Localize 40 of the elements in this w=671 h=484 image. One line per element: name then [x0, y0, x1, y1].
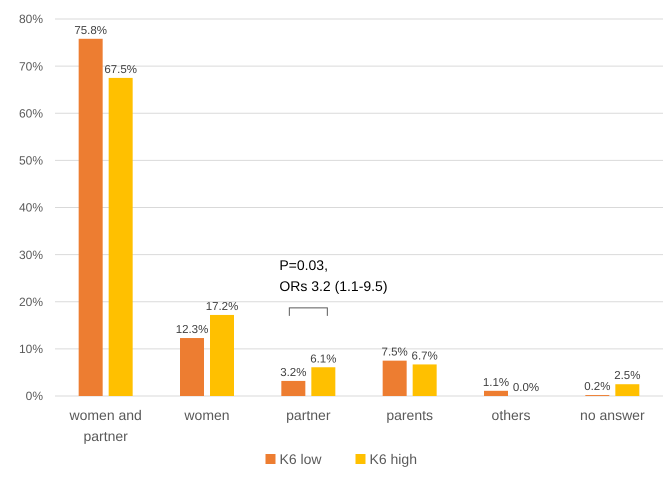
- bar: [615, 384, 640, 396]
- x-tick-label: women and partner: [68, 407, 142, 444]
- x-tick-label: women: [183, 407, 230, 423]
- bar: [78, 38, 103, 396]
- text: 2.5%: [614, 370, 640, 382]
- bar: [108, 78, 133, 396]
- bar: [484, 390, 508, 396]
- legend-label: K6 low: [280, 451, 322, 467]
- y-tick-label: 80%: [18, 12, 44, 26]
- text: 0.0%: [512, 382, 540, 394]
- text: 17.2%: [206, 300, 238, 313]
- bar: [382, 360, 407, 396]
- text: 6.1%: [310, 353, 336, 366]
- bar: [311, 367, 336, 396]
- x-tick-label: partner: [286, 407, 331, 423]
- y-tick-label: 20%: [18, 294, 44, 309]
- text: 6.7%: [412, 350, 438, 362]
- y-tick-label: 10%: [18, 342, 44, 356]
- x-tick-label: others: [492, 407, 530, 423]
- legend-label: K6 high: [370, 451, 417, 467]
- bar: [281, 380, 306, 396]
- bar: [210, 314, 234, 396]
- bar: [412, 364, 437, 396]
- text: 67.5%: [104, 64, 137, 76]
- y-tick-label: 40%: [18, 200, 44, 215]
- text: 7.5%: [382, 346, 408, 359]
- y-tick-label: 50%: [18, 154, 44, 168]
- text: 1.1%: [482, 376, 510, 389]
- y-tick-label: 70%: [18, 59, 44, 74]
- y-tick-label: 0%: [26, 389, 44, 404]
- bar: [180, 338, 204, 396]
- y-tick-label: 30%: [18, 248, 44, 262]
- text: 0.2%: [584, 381, 610, 394]
- text: 3.2%: [280, 366, 306, 379]
- text: 75.8%: [74, 24, 107, 37]
- y-tick-label: 60%: [18, 106, 44, 120]
- x-tick-label: parents: [386, 407, 434, 423]
- x-tick-label: no answer: [580, 407, 645, 423]
- annotation: P=0.03, ORs 3.2 (1.1-9.5): [279, 256, 388, 294]
- text: 12.3%: [176, 324, 208, 336]
